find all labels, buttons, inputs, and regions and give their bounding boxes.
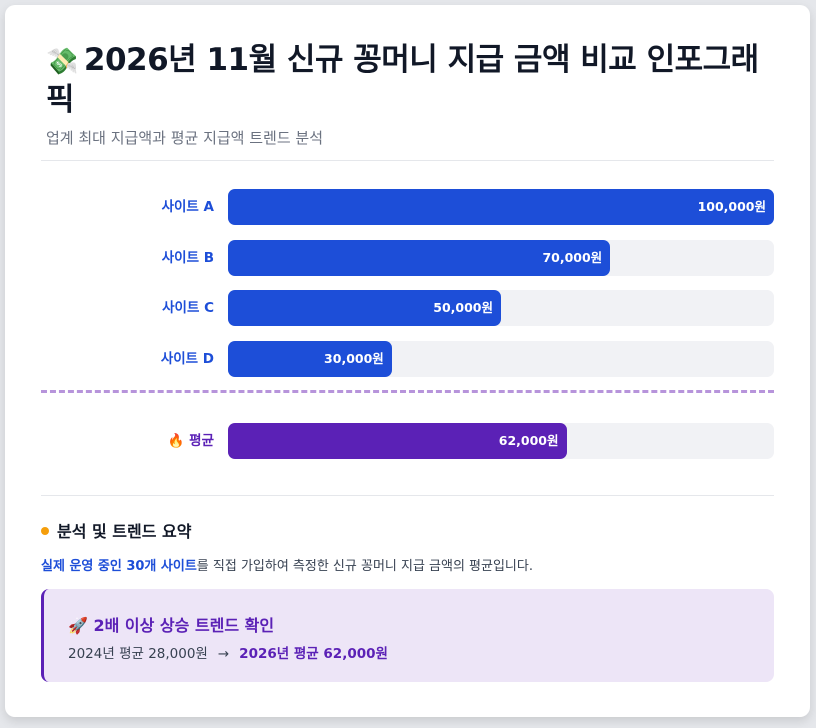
average-bar-fill: 62,000원 [228, 423, 567, 459]
bar-label: 사이트 B [161, 250, 214, 266]
summary-heading: 분석 및 트렌드 요약 [41, 518, 191, 542]
bar-fill: 50,000원 [228, 290, 501, 326]
callout-title: 🚀 2배 이상 상승 트렌드 확인 [68, 612, 274, 636]
trend-callout: 🚀 2배 이상 상승 트렌드 확인 2024년 평균 28,000원 → 2026년… [41, 589, 774, 682]
bar-row-site-b: 사이트 B 70,000원 [41, 240, 774, 276]
section-divider [41, 495, 774, 496]
bar-track: 100,000원 [228, 189, 774, 225]
summary-heading-text: 분석 및 트렌드 요약 [57, 522, 192, 541]
bar-track: 62,000원 [228, 423, 774, 459]
bar-label: 사이트 D [160, 351, 214, 367]
bar-track: 50,000원 [228, 290, 774, 326]
bar-fill: 100,000원 [228, 189, 774, 225]
bar-label: 사이트 A [161, 199, 214, 215]
bar-label: 사이트 C [162, 300, 214, 316]
summary-description: 실제 운영 중인 30개 사이트를 직접 가입하여 측정한 신규 꽁머니 지급 … [41, 555, 533, 574]
callout-title-text: 2배 이상 상승 트렌드 확인 [93, 616, 275, 635]
callout-comparison: 2024년 평균 28,000원 → 2026년 평균 62,000원 [68, 642, 388, 662]
bar-fill: 30,000원 [228, 341, 392, 377]
money-with-wings-icon: 💸 [46, 47, 78, 77]
arrow-right-icon: → [217, 646, 230, 662]
average-separator [41, 390, 774, 393]
comparison-from: 2024년 평균 28,000원 [68, 646, 208, 662]
description-text: 를 직접 가입하여 측정한 신규 꽁머니 지급 금액의 평균입니다. [196, 559, 533, 574]
average-label: 🔥 평균 [41, 423, 214, 459]
bar-row-average: 🔥 평균 62,000원 [41, 423, 774, 459]
page-subtitle: 업계 최대 지급액과 평균 지급액 트렌드 분석 [46, 129, 324, 147]
bar-row-site-a: 사이트 A 100,000원 [41, 189, 774, 225]
bar-row-site-d: 사이트 D 30,000원 [41, 341, 774, 377]
description-highlight: 실제 운영 중인 30개 사이트 [41, 559, 197, 574]
bar-fill: 70,000원 [228, 240, 611, 276]
title-text: 2026년 11월 신규 꽁머니 지급 금액 비교 인포그래픽 [46, 42, 759, 118]
bar-track: 70,000원 [228, 240, 774, 276]
bar-row-site-c: 사이트 C 50,000원 [41, 290, 774, 326]
bar-track: 30,000원 [228, 341, 774, 377]
average-label-text: 평균 [189, 433, 214, 449]
comparison-to: 2026년 평균 62,000원 [239, 646, 388, 662]
header-divider [41, 160, 774, 161]
page-title: 💸 2026년 11월 신규 꽁머니 지급 금액 비교 인포그래픽 [46, 41, 781, 119]
rocket-icon: 🚀 [68, 616, 88, 635]
fire-icon: 🔥 [167, 433, 185, 449]
bullet-dot-icon [41, 526, 49, 535]
